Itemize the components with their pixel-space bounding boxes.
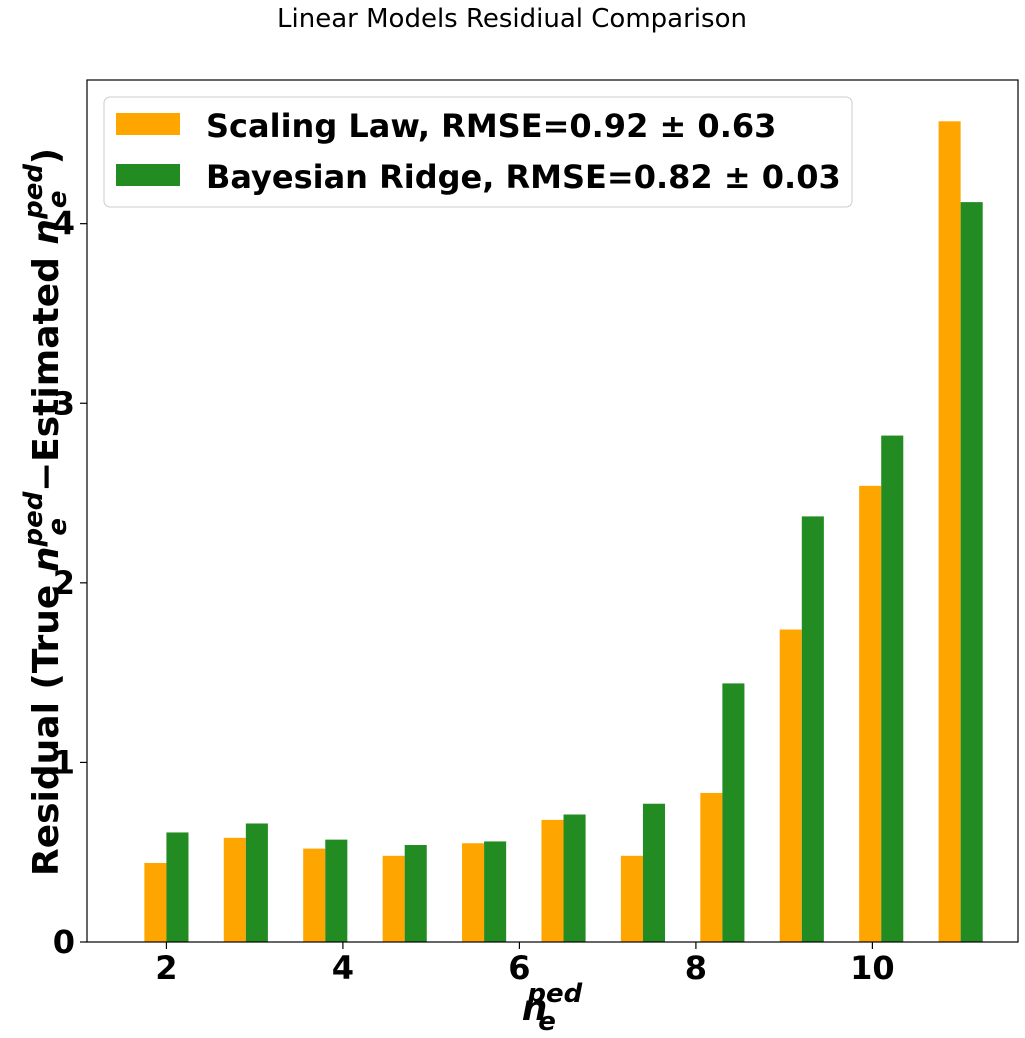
bar-bayesian-ridge-6 [642,803,666,942]
bar-bayesian-ridge-7 [722,683,745,942]
y-label-var-1: n [26,547,67,573]
bar-scaling-law-0 [144,862,167,942]
legend-swatch-scaling-law [116,113,180,135]
y-axis-label: Residual (True npede−Estimated npede) [19,148,73,876]
plot-frame [86,79,1019,943]
bar-scaling-law-10 [938,121,961,943]
y-label-sub-2: e [43,190,73,208]
bar-bayesian-ridge-9 [881,435,904,942]
bar-bayesian-ridge-4 [484,841,507,942]
y-label-suffix: ) [26,148,67,164]
x-label-var: n [522,988,548,1029]
bar-scaling-law-2 [303,848,326,942]
x-tick-label-2: 2 [155,949,177,987]
bar-scaling-law-8 [779,629,802,942]
y-label-sup-1: ped [19,491,49,547]
legend-label-bayesian-ridge: Bayesian Ridge, RMSE=0.82 ± 0.03 [206,158,841,196]
legend: Scaling Law, RMSE=0.92 ± 0.63 Bayesian R… [103,96,853,208]
x-axis-label: nped e [522,979,583,1037]
bar-scaling-law-7 [700,792,723,942]
y-tick-label-3: 3 [53,384,75,422]
bar-bayesian-ridge-5 [563,814,586,942]
bar-bayesian-ridge-10 [960,202,983,942]
bar-bayesian-ridge-0 [166,832,189,942]
x-label-sup: ped [526,979,582,1009]
y-label-sup-2: ped [19,164,49,220]
y-tick-label-4: 4 [53,205,75,243]
bar-bayesian-ridge-3 [404,845,427,942]
bar-scaling-law-3 [382,855,405,942]
legend-swatch-bayesian-ridge [116,164,180,186]
bar-scaling-law-4 [462,843,485,942]
bar-scaling-law-1 [223,837,246,942]
bar-scaling-law-9 [859,485,882,942]
y-tick-label-0: 0 [53,923,75,961]
y-label-prefix: Residual (True [26,572,67,876]
y-label-middle: −Estimated [26,245,67,492]
x-label-sub: e [538,1007,556,1037]
legend-label-scaling-law: Scaling Law, RMSE=0.92 ± 0.63 [206,107,776,145]
y-tick-label-1: 1 [53,743,75,781]
x-tick-label-8: 8 [685,949,707,987]
y-label-var-2: n [26,219,67,245]
bar-scaling-law-6 [620,855,643,942]
bar-bayesian-ridge-8 [801,516,824,942]
y-label-sub-1: e [43,518,73,536]
x-tick-label-10: 10 [850,949,895,987]
y-axis-ticks: 0 1 2 3 4 [53,205,87,961]
x-axis-ticks: 2 4 6 8 10 [155,942,895,987]
bar-scaling-law-5 [541,819,564,942]
x-tick-label-6: 6 [508,949,530,987]
bars-group [144,121,983,943]
x-tick-label-4: 4 [332,949,354,987]
chart-title: Linear Models Residiual Comparison [277,4,747,34]
y-tick-label-2: 2 [53,564,75,602]
bar-bayesian-ridge-2 [325,839,348,942]
bar-bayesian-ridge-1 [245,823,268,942]
svg-text:Residual (True npede−Estimated: Residual (True npede−Estimated npede) [19,148,73,876]
legend-box [103,96,853,208]
